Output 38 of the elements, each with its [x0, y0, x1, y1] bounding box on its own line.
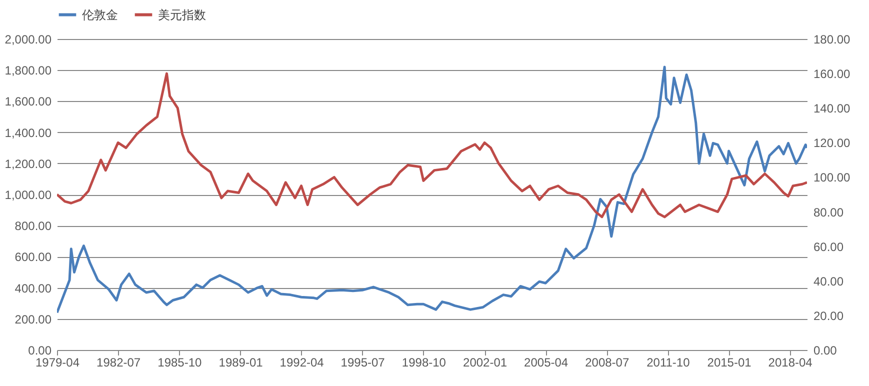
y-tick-label: 1,200.00: [4, 156, 52, 171]
y2-tick-label: 0.00: [814, 344, 838, 358]
y-tick-label: 1,600.00: [4, 94, 52, 109]
x-tick-label: 1998-10: [402, 356, 446, 370]
legend-label: 伦敦金: [82, 8, 118, 22]
x-tick-label: 2018-04: [768, 356, 813, 370]
x-tick-label: 1982-07: [96, 356, 141, 370]
y2-tick-label: 100.00: [814, 170, 851, 185]
x-tick-label: 2015-01: [707, 356, 752, 370]
y-tick-label: 600.00: [14, 250, 52, 264]
y2-tick-label: 40.00: [814, 274, 844, 288]
y2-tick-label: 60.00: [814, 240, 844, 254]
y2-tick-label: 80.00: [814, 205, 844, 220]
y-tick-label: 2,000.00: [4, 32, 52, 46]
x-tick-label: 1989-01: [218, 356, 264, 370]
y2-tick-label: 140.00: [814, 102, 851, 116]
x-tick-label: 2002-01: [463, 356, 508, 370]
legend-label: 美元指数: [158, 8, 206, 22]
x-tick-label: 2005-04: [524, 356, 568, 370]
y-tick-label: 1,400.00: [4, 126, 52, 140]
y-tick-label: 200.00: [14, 312, 52, 326]
x-tick-label: 2008-07: [585, 356, 630, 370]
x-tick-label: 1979-04: [35, 356, 80, 370]
x-tick-label: 1995-07: [340, 356, 386, 370]
y-tick-label: 1,000.00: [4, 188, 52, 202]
x-tick-label: 1992-04: [280, 356, 324, 370]
y2-tick-label: 160.00: [814, 67, 851, 82]
y-tick-label: 1,800.00: [4, 64, 52, 78]
y-tick-label: 800.00: [14, 219, 52, 234]
y-tick-label: 0.00: [28, 344, 52, 358]
line-series: [57, 72, 807, 218]
line-series: [57, 66, 807, 314]
y2-tick-label: 120.00: [814, 136, 851, 150]
y-tick-label: 400.00: [14, 281, 52, 296]
x-tick-label: 1985-10: [158, 356, 202, 370]
y2-tick-label: 180.00: [814, 32, 851, 46]
x-tick-label: 2011-10: [646, 356, 690, 370]
y2-tick-label: 20.00: [814, 308, 844, 323]
